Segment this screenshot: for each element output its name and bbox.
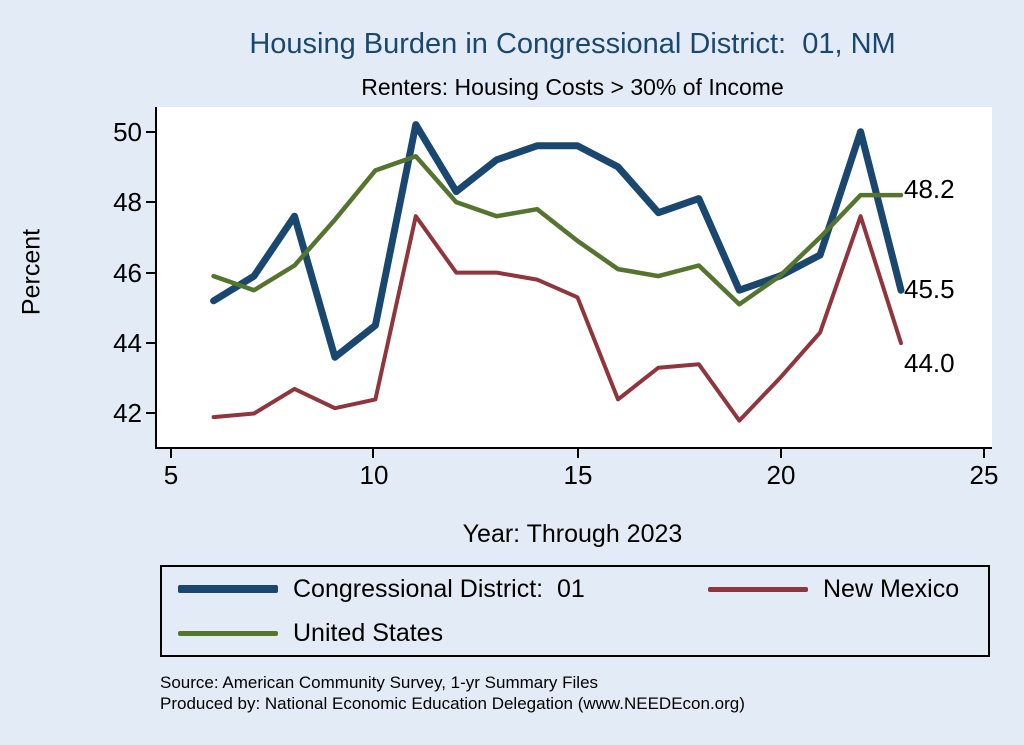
x-tick-mark — [170, 449, 172, 458]
x-tick-mark — [577, 449, 579, 458]
y-tick-mark — [146, 412, 155, 414]
x-tick-label: 25 — [969, 460, 999, 490]
y-tick-label: 44 — [113, 328, 142, 358]
source-line: Source: American Community Survey, 1-yr … — [160, 673, 599, 692]
x-tick-label: 20 — [766, 460, 796, 490]
line-chart — [210, 121, 905, 423]
line-swatch-congressional-district — [178, 585, 278, 593]
y-tick-mark — [146, 342, 155, 344]
x-tick-mark — [780, 449, 782, 458]
line-swatch-united-states — [178, 630, 278, 636]
x-tick-label: 10 — [359, 460, 389, 490]
legend-label: United States — [293, 618, 444, 647]
end-value-label-united-states: 48.2 — [904, 174, 955, 204]
chart-legend: Congressional District: 01 New Mexico Un… — [160, 565, 990, 657]
x-tick-mark — [983, 449, 985, 458]
y-tick-mark — [146, 201, 155, 203]
y-tick-mark — [146, 272, 155, 274]
x-tick-label: 5 — [163, 460, 179, 490]
y-tick-label: 50 — [113, 117, 142, 147]
chart-title: Housing Burden in Congressional District… — [249, 28, 896, 60]
x-tick-label: 15 — [563, 460, 593, 490]
x-axis-label: Year: Through 2023 — [462, 520, 683, 548]
legend-entry-congressional-district: Congressional District: 01 — [162, 575, 692, 604]
y-axis-label: Percent — [17, 228, 46, 316]
y-tick-mark — [146, 131, 155, 133]
y-tick-label: 46 — [113, 258, 142, 288]
y-tick-label: 42 — [113, 398, 142, 428]
end-value-label-congressional-district: 45.5 — [904, 274, 955, 304]
legend-label: Congressional District: 01 — [293, 574, 585, 603]
y-tick-label: 48 — [113, 187, 142, 217]
legend-entry-united-states: United States — [162, 619, 692, 648]
x-tick-mark — [372, 449, 374, 458]
line-swatch-new-mexico — [708, 586, 808, 592]
chart-subtitle: Renters: Housing Costs > 30% of Income — [361, 74, 784, 100]
plot-area — [155, 107, 992, 449]
produced-by-line: Produced by: National Economic Education… — [160, 694, 745, 713]
legend-entry-new-mexico: New Mexico — [692, 575, 988, 604]
source-notes: Source: American Community Survey, 1-yr … — [160, 672, 745, 714]
legend-label: New Mexico — [823, 574, 960, 603]
end-value-label-new-mexico: 44.0 — [904, 348, 955, 378]
